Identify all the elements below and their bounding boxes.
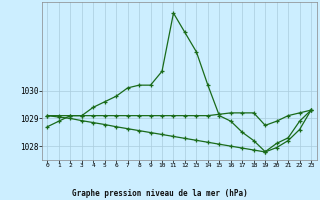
Text: Graphe pression niveau de la mer (hPa): Graphe pression niveau de la mer (hPa): [72, 189, 248, 198]
